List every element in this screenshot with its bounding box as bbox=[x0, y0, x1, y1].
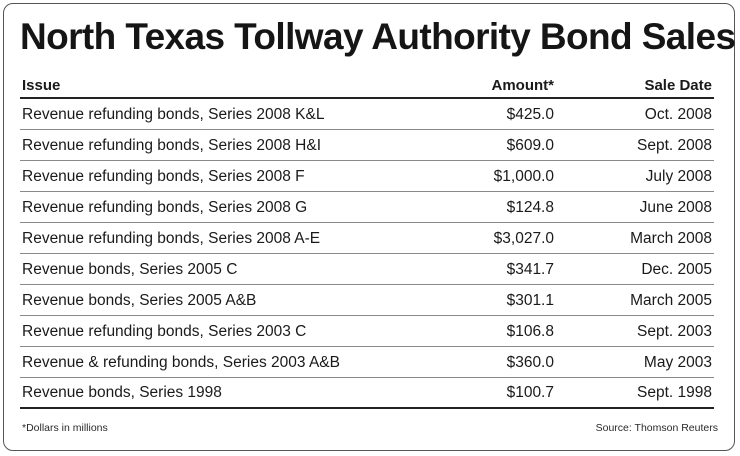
cell-issue: Revenue refunding bonds, Series 2008 K&L bbox=[22, 106, 325, 123]
cell-issue: Revenue refunding bonds, Series 2003 C bbox=[22, 323, 307, 340]
cell-amount: $341.7 bbox=[506, 261, 554, 278]
cell-amount: $301.1 bbox=[506, 292, 554, 309]
table-row: Revenue refunding bonds, Series 2008 G $… bbox=[20, 192, 714, 223]
footnote-units: *Dollars in millions bbox=[22, 422, 108, 434]
cell-amount: $124.8 bbox=[506, 199, 554, 216]
table-row: Revenue refunding bonds, Series 2008 F $… bbox=[20, 161, 714, 192]
cell-issue: Revenue bonds, Series 2005 C bbox=[22, 261, 238, 278]
footnote-source: Source: Thomson Reuters bbox=[595, 422, 718, 434]
table-frame bbox=[3, 3, 735, 451]
cell-issue: Revenue refunding bonds, Series 2008 A-E bbox=[22, 230, 321, 247]
cell-sale-date: Dec. 2005 bbox=[641, 261, 712, 278]
cell-amount: $609.0 bbox=[506, 137, 554, 154]
cell-amount: $425.0 bbox=[506, 106, 554, 123]
cell-sale-date: Sept. 2003 bbox=[637, 323, 712, 340]
cell-sale-date: Oct. 2008 bbox=[644, 106, 712, 123]
cell-sale-date: June 2008 bbox=[639, 199, 712, 216]
bond-sales-table: Issue Amount* Sale Date Revenue refundin… bbox=[20, 76, 714, 409]
table-row: Revenue refunding bonds, Series 2008 H&I… bbox=[20, 130, 714, 161]
cell-amount: $100.7 bbox=[506, 384, 554, 401]
cell-amount: $106.8 bbox=[506, 323, 554, 340]
table-row: Revenue refunding bonds, Series 2008 K&L… bbox=[20, 99, 714, 130]
cell-issue: Revenue refunding bonds, Series 2008 F bbox=[22, 168, 305, 185]
page-title: North Texas Tollway Authority Bond Sales bbox=[20, 16, 736, 57]
cell-amount: $360.0 bbox=[506, 354, 554, 371]
table-header-row: Issue Amount* Sale Date bbox=[20, 76, 714, 99]
cell-issue: Revenue & refunding bonds, Series 2003 A… bbox=[22, 354, 340, 371]
table-row: Revenue refunding bonds, Series 2003 C $… bbox=[20, 316, 714, 347]
cell-issue: Revenue bonds, Series 2005 A&B bbox=[22, 292, 257, 309]
cell-sale-date: Sept. 2008 bbox=[637, 137, 712, 154]
cell-sale-date: May 2003 bbox=[643, 354, 712, 371]
cell-amount: $3,027.0 bbox=[493, 230, 554, 247]
cell-sale-date: March 2008 bbox=[630, 230, 712, 247]
header-issue: Issue bbox=[22, 77, 61, 94]
cell-amount: $1,000.0 bbox=[493, 168, 554, 185]
table-row: Revenue bonds, Series 2005 A&B $301.1 Ma… bbox=[20, 285, 714, 316]
cell-sale-date: Sept. 1998 bbox=[637, 384, 712, 401]
header-amount: Amount* bbox=[491, 77, 555, 94]
cell-sale-date: July 2008 bbox=[645, 168, 712, 185]
cell-sale-date: March 2005 bbox=[630, 292, 712, 309]
table-row: Revenue bonds, Series 1998 $100.7 Sept. … bbox=[20, 378, 714, 409]
table-row: Revenue bonds, Series 2005 C $341.7 Dec.… bbox=[20, 254, 714, 285]
cell-issue: Revenue refunding bonds, Series 2008 G bbox=[22, 199, 308, 216]
header-sale-date: Sale Date bbox=[644, 77, 712, 94]
cell-issue: Revenue bonds, Series 1998 bbox=[22, 384, 222, 401]
table-row: Revenue refunding bonds, Series 2008 A-E… bbox=[20, 223, 714, 254]
table-row: Revenue & refunding bonds, Series 2003 A… bbox=[20, 347, 714, 378]
cell-issue: Revenue refunding bonds, Series 2008 H&I bbox=[22, 137, 322, 154]
